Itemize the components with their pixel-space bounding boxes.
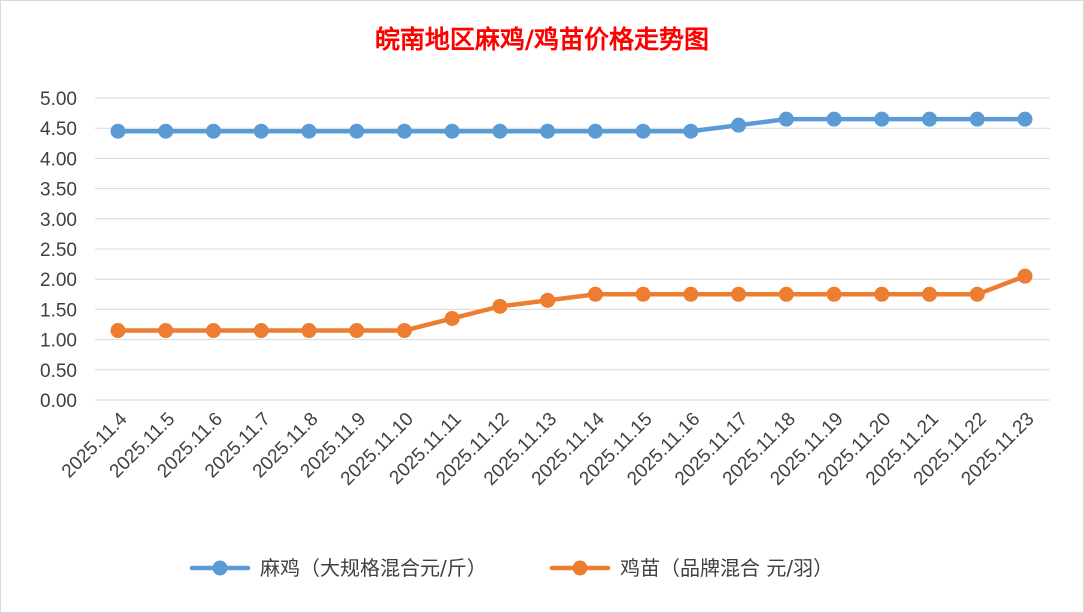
- series-2-point: [540, 292, 556, 308]
- series-1-point: [396, 123, 412, 139]
- series-2-point: [635, 286, 651, 302]
- legend-label: 鸡苗（品牌混合 元/羽）: [620, 556, 833, 580]
- series-1-point: [587, 123, 603, 139]
- y-tick-label: 3.00: [40, 210, 77, 231]
- series-2-point: [1017, 268, 1033, 284]
- series-1-point: [922, 111, 938, 127]
- legend-item-2: 鸡苗（品牌混合 元/羽）: [549, 556, 833, 580]
- series-1-point: [444, 123, 460, 139]
- y-tick-label: 1.00: [40, 331, 77, 352]
- series-2-point: [205, 323, 221, 339]
- chart-title: 皖南地区麻鸡/鸡苗价格走势图: [375, 25, 709, 54]
- series-2-point: [683, 286, 699, 302]
- y-tick-label: 4.00: [40, 149, 77, 170]
- series-1-point: [683, 123, 699, 139]
- legend-label: 麻鸡（大规格混合元/斤）: [260, 556, 487, 580]
- y-axis-tick-labels: 0.00 0.50 1.00 1.50 2.00 2.50 3.00 3.50 4.00 4.50…: [40, 89, 77, 412]
- series-1-point: [1017, 111, 1033, 127]
- series-1-point: [969, 111, 985, 127]
- series-2-point: [922, 286, 938, 302]
- y-tick-label: 0.50: [40, 361, 77, 382]
- series-2-point: [110, 323, 126, 339]
- series-2-point: [492, 298, 508, 314]
- y-tick-label: 2.00: [40, 270, 77, 291]
- gridlines: [95, 97, 1050, 401]
- series-points: [110, 111, 1033, 339]
- legend-item-1: 麻鸡（大规格混合元/斤）: [189, 556, 487, 580]
- series-2-point: [969, 286, 985, 302]
- series-2-point: [158, 323, 174, 339]
- series-1-point: [158, 123, 174, 139]
- series-2-point: [731, 286, 747, 302]
- series-2-point: [253, 323, 269, 339]
- series-1-point: [874, 111, 890, 127]
- series-1-point: [349, 123, 365, 139]
- series-1-point: [301, 123, 317, 139]
- series-1-point: [110, 123, 126, 139]
- series-2-point: [826, 286, 842, 302]
- legend-dot-marker: [572, 560, 588, 576]
- y-tick-label: 5.00: [40, 89, 77, 110]
- series-2-point: [444, 310, 460, 326]
- legend-dot-marker: [212, 560, 228, 576]
- series-lines: [115, 116, 1028, 333]
- series-1-point: [778, 111, 794, 127]
- y-tick-label: 4.50: [40, 119, 77, 140]
- series-1-point: [731, 117, 747, 133]
- series-2-point: [587, 286, 603, 302]
- series-1-point: [826, 111, 842, 127]
- series-1-point: [205, 123, 221, 139]
- series-1-point: [253, 123, 269, 139]
- series-2-point: [396, 323, 412, 339]
- series-line-2: [115, 273, 1028, 333]
- series-1-point: [635, 123, 651, 139]
- y-tick-label: 1.50: [40, 300, 77, 321]
- y-tick-label: 3.50: [40, 180, 77, 201]
- y-tick-label: 2.50: [40, 240, 77, 261]
- series-1-point: [540, 123, 556, 139]
- series-2-point: [349, 323, 365, 339]
- series-2-point: [874, 286, 890, 302]
- series-1-point: [492, 123, 508, 139]
- series-2-point: [778, 286, 794, 302]
- y-tick-label: 0.00: [40, 391, 77, 412]
- x-axis-tick-labels: 2025.11.42025.11.52025.11.62025.11.72025…: [58, 408, 1039, 489]
- series-line-1: [115, 116, 1028, 134]
- legend: 麻鸡（大规格混合元/斤） 鸡苗（品牌混合 元/羽）: [189, 556, 833, 580]
- series-2-point: [301, 323, 317, 339]
